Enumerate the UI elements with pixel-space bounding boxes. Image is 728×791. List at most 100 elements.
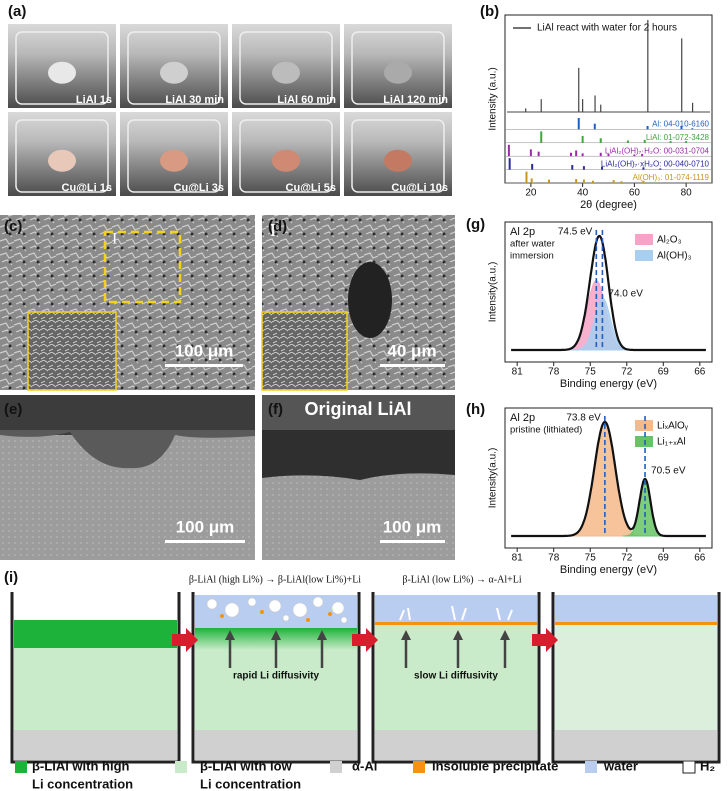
tank-1 — [10, 592, 181, 764]
legend-label: Al(OH)₃ — [657, 251, 692, 262]
x-tick-label: 69 — [658, 367, 670, 378]
beaker — [239, 31, 333, 105]
legend-label: water — [603, 758, 638, 773]
legend-label: β-LiAl with low — [200, 758, 293, 773]
legend-swatch — [330, 761, 342, 773]
x-axis-label: Binding energy (eV) — [560, 564, 657, 576]
sample — [272, 149, 300, 172]
scale-bar: 40 μm — [387, 341, 436, 360]
sem-d — [261, 215, 455, 391]
x-tick-label: 60 — [629, 188, 641, 199]
scale-bar: 100 μm — [175, 341, 234, 360]
photo-caption: LiAl 1s — [76, 94, 112, 106]
panel-label: (f) — [268, 401, 283, 418]
x-tick-label: 72 — [621, 553, 633, 564]
tank-3 — [371, 592, 541, 764]
annotation: pristine (lithiated) — [510, 425, 582, 436]
legend-swatch — [175, 761, 187, 773]
photo-caption: LiAl 120 min — [383, 94, 448, 106]
envelope — [511, 234, 706, 352]
x-tick-label: 81 — [512, 367, 524, 378]
legend-swatch — [635, 436, 653, 447]
legend-swatch — [15, 761, 27, 773]
ref-label: LiAl: 01-072-3428 — [646, 133, 710, 142]
tank-2 — [191, 592, 361, 764]
legend-label: insoluble precipitate — [432, 758, 558, 773]
legend-label: β-LiAl with high — [32, 758, 130, 773]
x-tick-label: 69 — [658, 553, 670, 564]
legend-swatch — [413, 761, 425, 773]
tank-4 — [551, 592, 721, 764]
beaker — [351, 31, 445, 105]
peak-label: 74.5 eV — [558, 227, 593, 238]
legend-label: LiAl react with water for 2 hours — [537, 23, 677, 34]
x-tick-label: 78 — [548, 553, 560, 564]
annotation: immersion — [510, 251, 554, 262]
scale-bar: 100 μm — [383, 517, 442, 536]
y-axis-label: Intensity(a.u.) — [488, 448, 499, 509]
scale-bar: 100 μm — [176, 517, 235, 536]
x-tick-label: 40 — [577, 188, 589, 199]
beaker — [351, 119, 445, 193]
x-tick-label: 75 — [585, 553, 597, 564]
reaction: β-LiAl (high Li%) → β-LiAl(low Li%)+Li — [189, 574, 361, 585]
reaction: β-LiAl (low Li%) → α-Al+Li — [402, 574, 521, 585]
legend-label: LiₓAlOᵧ — [657, 421, 689, 432]
legend-label: Li₁₊ₓAl — [657, 437, 686, 448]
photo-caption: LiAl 30 min — [165, 94, 224, 106]
legend-label: Li concentration — [32, 776, 133, 791]
beaker — [127, 119, 221, 193]
plot-frame — [504, 14, 713, 184]
panel-label: (b) — [480, 3, 499, 20]
photo-caption: Cu@Li 3s — [174, 182, 224, 194]
legend-label: α-Al — [352, 758, 377, 773]
sample — [48, 149, 76, 172]
envelope — [511, 420, 706, 538]
x-tick-label: 66 — [694, 367, 706, 378]
x-axis-label: Binding energy (eV) — [560, 378, 657, 390]
photo-caption: LiAl 60 min — [277, 94, 336, 106]
y-axis-label: Intensity(a.u.) — [488, 262, 499, 323]
annotation: Al 2p — [510, 412, 535, 424]
photo-caption: Cu@Li 5s — [286, 182, 336, 194]
sample — [384, 61, 412, 84]
x-tick-label: 20 — [525, 188, 537, 199]
sem-c — [0, 215, 255, 391]
annotation: rapid Li diffusivity — [233, 671, 320, 682]
peak-label: 73.8 eV — [566, 413, 601, 424]
panel-label: (h) — [466, 401, 485, 418]
x-tick-label: 81 — [512, 553, 524, 564]
region-marker: I — [112, 231, 117, 248]
legend-swatch — [635, 250, 653, 261]
legend-label: Li concentration — [200, 776, 301, 791]
photo-caption: Cu@Li 10s — [391, 182, 448, 194]
sample — [160, 61, 188, 84]
panel-label: (i) — [4, 569, 18, 586]
sem-e — [0, 395, 255, 560]
plot-frame — [504, 221, 713, 363]
ref-label: Al: 04-010-6160 — [652, 120, 709, 129]
x-tick-label: 78 — [548, 367, 560, 378]
panel-label: (d) — [268, 218, 287, 235]
beaker — [15, 119, 109, 193]
legend-swatch — [635, 234, 653, 245]
component-peak — [563, 421, 647, 537]
process-arrows — [172, 628, 558, 652]
panel-label: (a) — [8, 3, 26, 20]
peak-label: 74.0 eV — [608, 289, 643, 300]
ref-label: Al(OH)₃: 01-074-1119 — [633, 173, 710, 182]
region-marker: I — [270, 220, 276, 240]
legend-label: H₂ — [700, 758, 715, 773]
beaker — [127, 31, 221, 105]
panel-label: (c) — [4, 218, 22, 235]
annotation: slow Li diffusivity — [414, 671, 498, 682]
photo-caption: Cu@Li 1s — [62, 182, 112, 194]
x-tick-label: 80 — [681, 188, 693, 199]
panel-label: (g) — [466, 216, 485, 233]
legend-swatch — [682, 760, 696, 774]
panel-label: (e) — [4, 401, 22, 418]
annotation: after water — [510, 239, 555, 250]
sample — [384, 149, 412, 172]
x-tick-label: 66 — [694, 553, 706, 564]
